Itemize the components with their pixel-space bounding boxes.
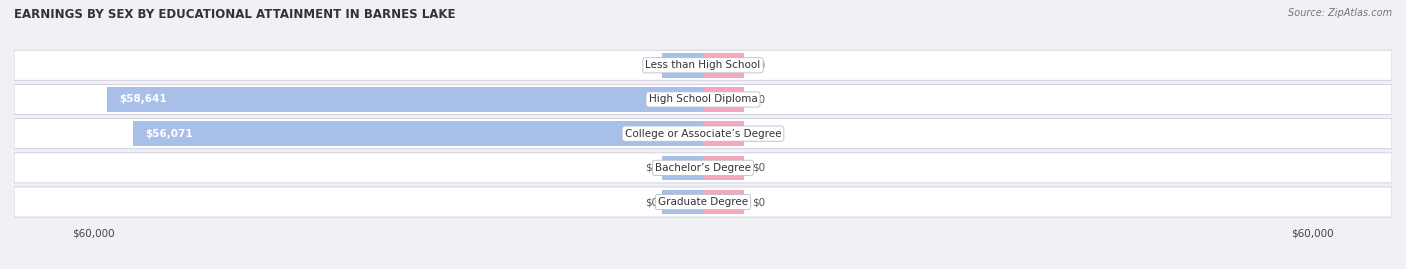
Text: Less than High School: Less than High School (645, 60, 761, 70)
Bar (134, 121, 703, 146)
Bar (703, 87, 744, 112)
Text: $0: $0 (752, 60, 765, 70)
Bar (662, 190, 703, 214)
Text: $0: $0 (752, 94, 765, 104)
Text: $56,071: $56,071 (145, 129, 193, 139)
Text: EARNINGS BY SEX BY EDUCATIONAL ATTAINMENT IN BARNES LAKE: EARNINGS BY SEX BY EDUCATIONAL ATTAINMEN… (14, 8, 456, 21)
Text: Graduate Degree: Graduate Degree (658, 197, 748, 207)
Text: $58,641: $58,641 (120, 94, 167, 104)
Text: Bachelor’s Degree: Bachelor’s Degree (655, 163, 751, 173)
Text: $0: $0 (645, 60, 658, 70)
Text: Source: ZipAtlas.com: Source: ZipAtlas.com (1288, 8, 1392, 18)
Bar (703, 155, 744, 180)
Bar (107, 87, 703, 112)
FancyBboxPatch shape (14, 84, 1392, 115)
Text: $0: $0 (752, 163, 765, 173)
FancyBboxPatch shape (14, 187, 1392, 217)
Text: High School Diploma: High School Diploma (648, 94, 758, 104)
Bar (703, 121, 744, 146)
Bar (662, 53, 703, 77)
Text: College or Associate’s Degree: College or Associate’s Degree (624, 129, 782, 139)
Text: $0: $0 (752, 129, 765, 139)
FancyBboxPatch shape (14, 119, 1392, 149)
Bar (662, 155, 703, 180)
Bar (703, 190, 744, 214)
Text: $0: $0 (645, 163, 658, 173)
FancyBboxPatch shape (14, 153, 1392, 183)
Text: $0: $0 (752, 197, 765, 207)
Bar (703, 53, 744, 77)
FancyBboxPatch shape (14, 50, 1392, 80)
Text: $0: $0 (645, 197, 658, 207)
